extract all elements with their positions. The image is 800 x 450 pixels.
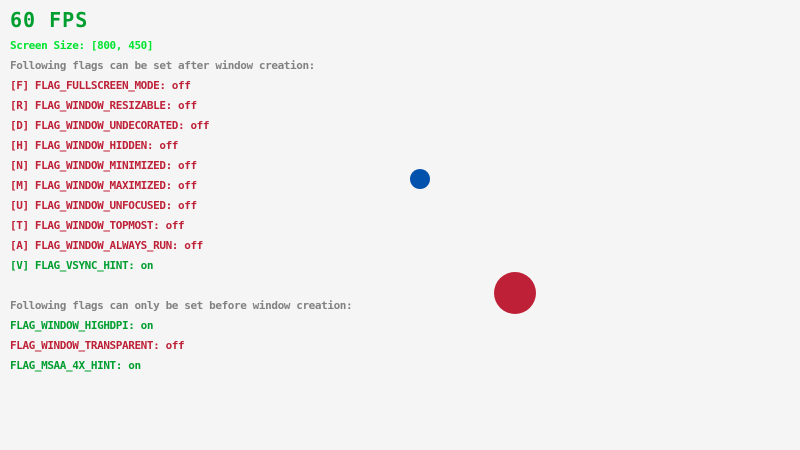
flag-window-transparent: FLAG_WINDOW_TRANSPARENT: off xyxy=(10,339,185,352)
flags-after-header: Following flags can be set after window … xyxy=(10,59,315,72)
flag-window-hidden: [H] FLAG_WINDOW_HIDDEN: off xyxy=(10,139,179,152)
flags-before-header: Following flags can only be set before w… xyxy=(10,299,353,312)
flag-window-highdpi: FLAG_WINDOW_HIGHDPI: on xyxy=(10,319,154,332)
red-ball xyxy=(494,272,536,314)
flag-window-unfocused: [U] FLAG_WINDOW_UNFOCUSED: off xyxy=(10,199,197,212)
blue-ball xyxy=(410,169,430,189)
flag-window-maximized: [M] FLAG_WINDOW_MAXIMIZED: off xyxy=(10,179,197,192)
fps-counter: 60 FPS xyxy=(10,8,89,32)
flag-window-topmost: [T] FLAG_WINDOW_TOPMOST: off xyxy=(10,219,185,232)
screen-size-label: Screen Size: [800, 450] xyxy=(10,39,154,52)
flag-fullscreen-mode: [F] FLAG_FULLSCREEN_MODE: off xyxy=(10,79,191,92)
flag-window-resizable: [R] FLAG_WINDOW_RESIZABLE: off xyxy=(10,99,197,112)
flag-window-minimized: [N] FLAG_WINDOW_MINIMIZED: off xyxy=(10,159,197,172)
flag-vsync-hint: [V] FLAG_VSYNC_HINT: on xyxy=(10,259,154,272)
flags-before-section: Following flags can only be set before w… xyxy=(10,299,353,380)
flags-after-section: Following flags can be set after window … xyxy=(10,60,315,280)
flag-msaa-4x-hint: FLAG_MSAA_4X_HINT: on xyxy=(10,359,141,372)
flag-window-undecorated: [D] FLAG_WINDOW_UNDECORATED: off xyxy=(10,119,210,132)
flag-window-always-run: [A] FLAG_WINDOW_ALWAYS_RUN: off xyxy=(10,239,203,252)
